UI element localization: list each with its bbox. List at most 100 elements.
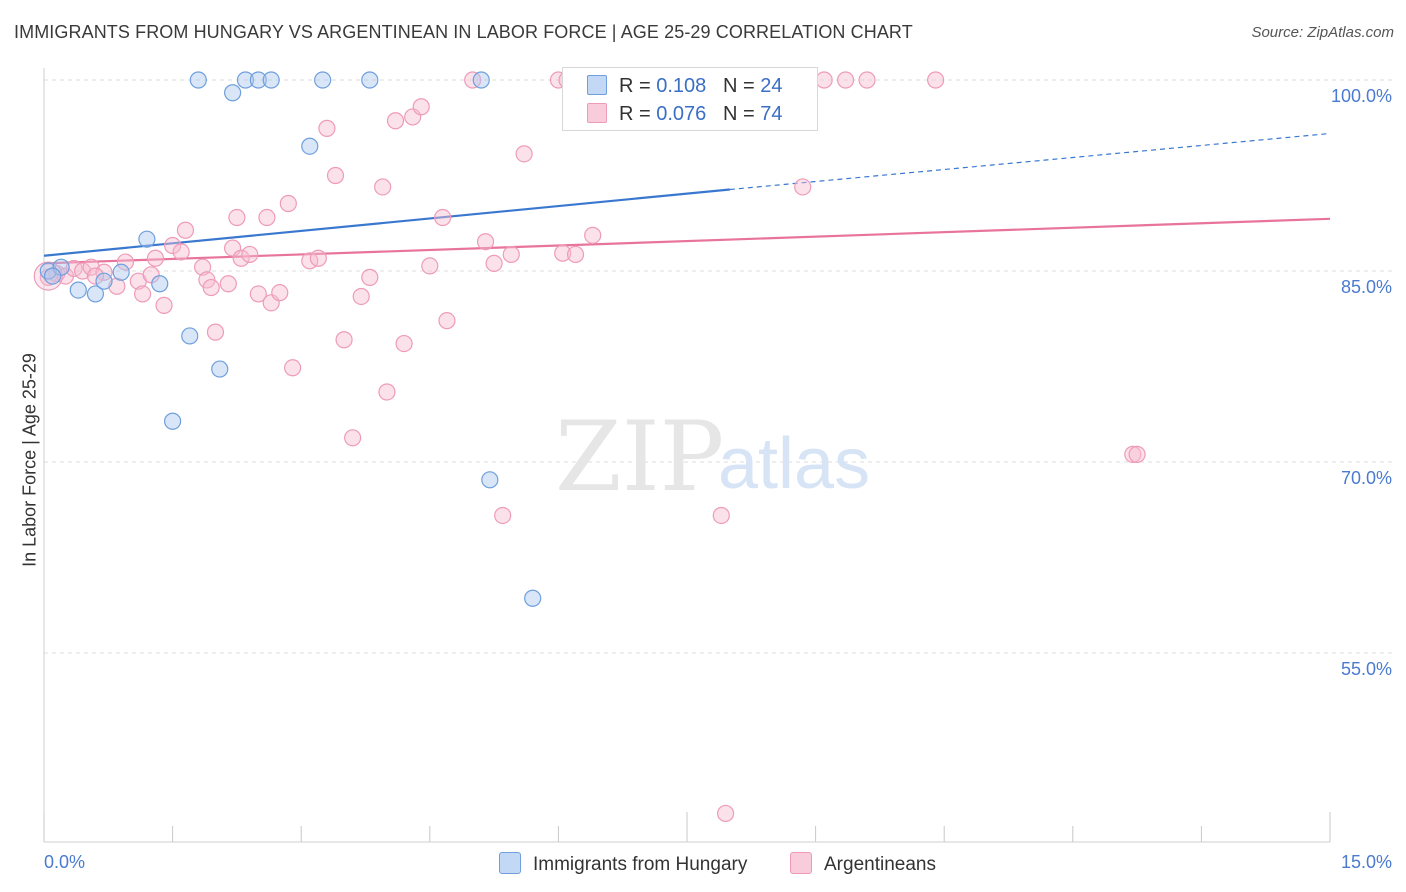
hungary-point <box>224 84 242 102</box>
argentineans-point <box>716 804 735 823</box>
argentineans-point <box>108 277 126 295</box>
argentineans-point <box>515 145 533 163</box>
hungary-point <box>361 71 379 89</box>
legend-r-label: R = <box>619 75 651 97</box>
argentineans-point <box>164 236 182 255</box>
legend-n-label: N = <box>722 103 755 125</box>
watermark-atlas: atlas <box>718 424 870 504</box>
argentineans-point <box>133 285 152 303</box>
hungary-point <box>314 71 332 89</box>
argentineans-point <box>335 331 353 349</box>
argentineans-point <box>172 243 190 261</box>
legend-swatch-pink <box>587 103 607 123</box>
argentineans-point <box>352 287 370 306</box>
argentineans-point <box>485 254 503 272</box>
argentineans-point <box>206 323 225 341</box>
argentineans-point <box>712 506 730 525</box>
argentineans-point <box>837 71 855 89</box>
series-legend: Immigrants from Hungary Argentineans <box>0 852 1406 878</box>
argentineans-point <box>794 178 812 196</box>
correlation-legend: R = 0.108 N = 24 R = 0.076 N = 74 <box>562 67 818 131</box>
argentineans-point <box>326 166 345 185</box>
legend-n-value: 24 <box>760 75 783 97</box>
hungary-points <box>39 71 722 607</box>
argentineans-point <box>421 257 439 275</box>
argentineans-point <box>318 119 336 137</box>
argentineans-point <box>361 268 379 286</box>
argentineans-point <box>279 194 297 213</box>
y-tick-label: 100.0% <box>1330 86 1392 106</box>
hungary-point <box>481 471 499 489</box>
hungary-point <box>112 263 130 281</box>
argentineans-point <box>258 208 276 227</box>
argentineans-point <box>82 258 100 276</box>
argentineans-point <box>395 334 413 353</box>
hungary-point <box>211 360 229 378</box>
legend-row-hungary: R = 0.108 N = 24 <box>587 75 782 98</box>
argentineans-point <box>146 249 165 267</box>
trend-lines <box>43 132 1331 265</box>
legend-r-value: 0.108 <box>656 75 707 97</box>
argentineans-point <box>309 249 327 267</box>
hungary-point <box>52 258 70 276</box>
hungary-point <box>69 281 87 299</box>
hungary-point <box>95 272 113 290</box>
hungary-point <box>524 589 542 607</box>
legend-item-argentineans[interactable]: Argentineans <box>790 852 936 876</box>
argentineans-point <box>476 233 495 251</box>
argentineans-point <box>202 278 220 297</box>
argentineans-point <box>142 266 160 284</box>
x-tick-label-min: 0.0% <box>44 852 86 872</box>
argentineans-point <box>566 245 585 264</box>
argentineans-point <box>232 249 250 267</box>
hungary-point <box>86 285 105 303</box>
argentineans-point <box>494 506 512 525</box>
legend-swatch-blue <box>587 75 607 95</box>
hungary-point <box>164 412 182 430</box>
argentineans-point <box>438 312 456 330</box>
argentineans-point <box>1124 445 1142 463</box>
hungary-point <box>43 267 62 285</box>
source-credit: Source: ZipAtlas.com <box>1251 24 1394 41</box>
argentineans-point <box>284 359 302 377</box>
argentineans-point <box>95 263 113 281</box>
hungary-trend-line <box>43 188 730 257</box>
hungary-point <box>189 71 207 89</box>
argentineans-point <box>858 71 876 89</box>
hungary-point <box>151 275 169 293</box>
legend-item-label: Immigrants from Hungary <box>533 854 748 875</box>
legend-swatch-pink <box>790 852 812 874</box>
argentineans-point <box>228 208 246 227</box>
watermark-zip: ZIP <box>555 401 724 513</box>
argentineans-point <box>386 112 405 130</box>
hungary-point <box>236 71 255 89</box>
y-axis-label: In Labor Force | Age 25-29 <box>19 353 40 567</box>
hungary-point <box>262 71 280 89</box>
argentineans-point <box>554 244 572 262</box>
argentineans-point <box>249 285 267 303</box>
argentineans-point <box>927 71 945 89</box>
argentineans-point <box>502 245 520 264</box>
argentineans-point <box>815 71 833 89</box>
legend-r-value: 0.076 <box>656 103 707 125</box>
argentineans-point <box>86 267 105 285</box>
y-tick-label: 70.0% <box>1340 468 1392 488</box>
argentineans-point <box>412 98 430 116</box>
legend-swatch-blue <box>499 852 521 874</box>
argentineans-point <box>194 258 212 276</box>
gridlines <box>44 79 1392 654</box>
watermark: ZIP atlas <box>555 401 870 513</box>
x-tick-label-max: 15.0% <box>1340 852 1392 872</box>
legend-n-value: 74 <box>760 103 783 125</box>
hungary-point <box>138 230 156 248</box>
y-tick-label: 55.0% <box>1340 659 1392 679</box>
axes <box>43 68 1331 843</box>
legend-item-hungary[interactable]: Immigrants from Hungary <box>499 852 747 876</box>
hungary-point <box>181 327 199 345</box>
argentineans-point <box>378 383 396 401</box>
argentineans-point <box>434 208 452 227</box>
legend-row-argentineans: R = 0.076 N = 74 <box>587 103 782 126</box>
argentineans-point <box>584 226 602 244</box>
y-tick-label: 85.0% <box>1340 277 1392 297</box>
